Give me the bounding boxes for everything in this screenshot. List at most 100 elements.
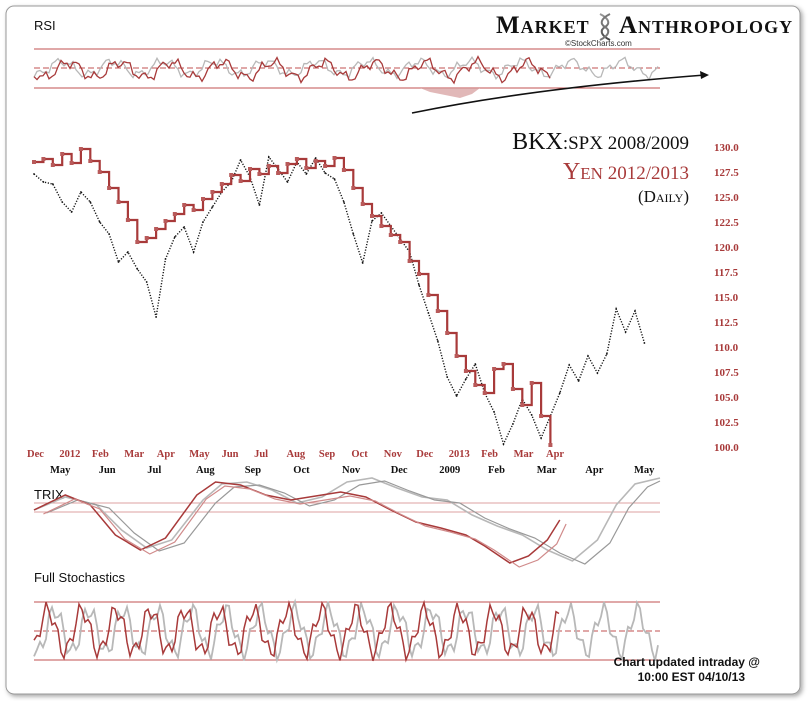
bkx-point xyxy=(455,395,458,397)
x-tick-label-bkx: Apr xyxy=(585,465,603,476)
trix-gray-line-2 xyxy=(46,480,661,565)
stoch-label: Full Stochastics xyxy=(34,570,126,585)
yen-point xyxy=(313,159,318,163)
y-tick-label: 102.5 xyxy=(714,417,739,429)
yen-point xyxy=(50,163,55,167)
bkx-point xyxy=(615,308,618,310)
yen-point xyxy=(276,171,281,175)
yen-point xyxy=(426,293,431,297)
bkx-point xyxy=(502,443,505,445)
stoch-red-line xyxy=(33,599,560,663)
bkx-point xyxy=(108,233,110,235)
bkx-point xyxy=(192,251,195,253)
x-tick-label-bkx: Jul xyxy=(147,465,161,476)
x-tick-label-yen: Apr xyxy=(546,449,564,460)
x-tick-label-bkx: Mar xyxy=(537,465,557,476)
bkx-point xyxy=(70,211,73,213)
bkx-point xyxy=(117,261,120,263)
x-tick-label-yen: Jul xyxy=(254,449,268,460)
yen-point xyxy=(210,190,215,194)
bkx-point xyxy=(634,310,636,312)
update-note-line2: 10:00 EST 04/10/13 xyxy=(638,670,746,684)
yen-point xyxy=(285,162,290,166)
bkx-point xyxy=(361,262,364,264)
yen-point xyxy=(135,240,140,244)
yen-point xyxy=(435,309,440,313)
yen-point xyxy=(360,202,365,206)
yen-point xyxy=(172,212,177,216)
bkx-point xyxy=(512,423,514,425)
bkx-point xyxy=(286,181,289,183)
legend-yen-main: Yen xyxy=(563,159,603,185)
yen-point xyxy=(116,200,121,204)
bkx-point xyxy=(202,221,204,223)
y-tick-label: 110.0 xyxy=(714,342,739,354)
y-tick-label: 105.0 xyxy=(714,392,739,404)
x-axis-bkx: May Jun Jul Aug Sep Oct Nov Dec 2009 Feb Mar Apr May xyxy=(50,465,655,476)
bkx-point xyxy=(155,316,158,318)
yen-point xyxy=(266,164,271,168)
stoch-gray-line xyxy=(33,598,659,664)
chart-card xyxy=(5,5,801,695)
x-tick-label-yen: Aug xyxy=(287,449,306,460)
rsi-panel: RSI xyxy=(33,18,709,114)
x-tick-label-yen: Mar xyxy=(514,449,534,460)
x-tick-label-bkx: 2009 xyxy=(439,465,460,476)
bkx-point xyxy=(577,380,580,382)
bkx-point xyxy=(267,156,270,158)
x-axis-yen: Dec 2012 Feb Mar Apr May Jun Jul Aug Sep Oct Nov Dec… xyxy=(27,449,564,460)
x-tick-label-yen: 2012 xyxy=(59,449,80,460)
yen-point xyxy=(154,227,159,231)
x-tick-label-yen: 2013 xyxy=(449,449,470,460)
y-axis: 130.0 127.5 125.0 122.5 120.0 117.5 115.0 112.5… xyxy=(714,142,739,454)
bkx-point xyxy=(89,201,92,203)
x-tick-label-yen: Apr xyxy=(157,449,175,460)
bkx-point xyxy=(173,236,176,238)
yen-point xyxy=(41,157,46,161)
yen-point xyxy=(294,157,299,161)
bkx-point xyxy=(80,191,82,193)
x-tick-label-yen: Sep xyxy=(319,449,336,460)
bkx-point xyxy=(643,342,646,344)
yen-point xyxy=(445,331,450,335)
rsi-label: RSI xyxy=(34,18,56,33)
rsi-trend-arrow xyxy=(411,74,706,114)
bkx-point xyxy=(61,201,64,203)
y-tick-label: 117.5 xyxy=(714,267,739,279)
y-tick-label: 120.0 xyxy=(714,242,739,254)
yen-point xyxy=(501,362,506,366)
rsi-trend-arrowhead xyxy=(700,71,709,79)
brand-word-anthropology: Anthropology xyxy=(619,12,793,39)
x-tick-label-yen: Feb xyxy=(92,449,109,460)
x-tick-label-bkx: Nov xyxy=(342,465,361,476)
stochastics-panel: Full Stochastics xyxy=(33,570,660,664)
legend: BKX:SPX 2008/2009 Yen 2012/2013 (Daily) xyxy=(512,129,689,206)
y-tick-label: 130.0 xyxy=(714,142,739,154)
bkx-point xyxy=(333,178,336,180)
rsi-red-line xyxy=(33,55,551,85)
legend-bkx-main: BKX xyxy=(512,129,563,155)
trix-red-line-2 xyxy=(43,485,567,568)
yen-point xyxy=(388,233,393,237)
bkx-point xyxy=(446,376,449,378)
legend-yen: Yen 2012/2013 xyxy=(563,159,689,185)
yen-point xyxy=(229,173,234,177)
y-tick-label: 122.5 xyxy=(714,217,739,229)
yen-point xyxy=(510,387,515,391)
x-tick-label-yen: May xyxy=(189,449,210,460)
bkx-point xyxy=(568,364,571,366)
yen-point xyxy=(191,208,196,212)
stockcharts-credit: ©StockCharts.com xyxy=(565,39,632,48)
bkx-point xyxy=(343,201,345,203)
bkx-point xyxy=(98,221,101,223)
yen-point xyxy=(379,224,384,228)
yen-point xyxy=(88,159,93,163)
trix-label: TRIX xyxy=(34,487,64,502)
bkx-point xyxy=(136,268,139,270)
update-note: Chart updated intraday @ 10:00 EST 04/10… xyxy=(614,655,760,684)
bkx-point xyxy=(51,183,54,185)
x-tick-label-bkx: Dec xyxy=(391,465,408,476)
yen-point xyxy=(529,381,534,385)
bkx-point xyxy=(33,173,35,175)
